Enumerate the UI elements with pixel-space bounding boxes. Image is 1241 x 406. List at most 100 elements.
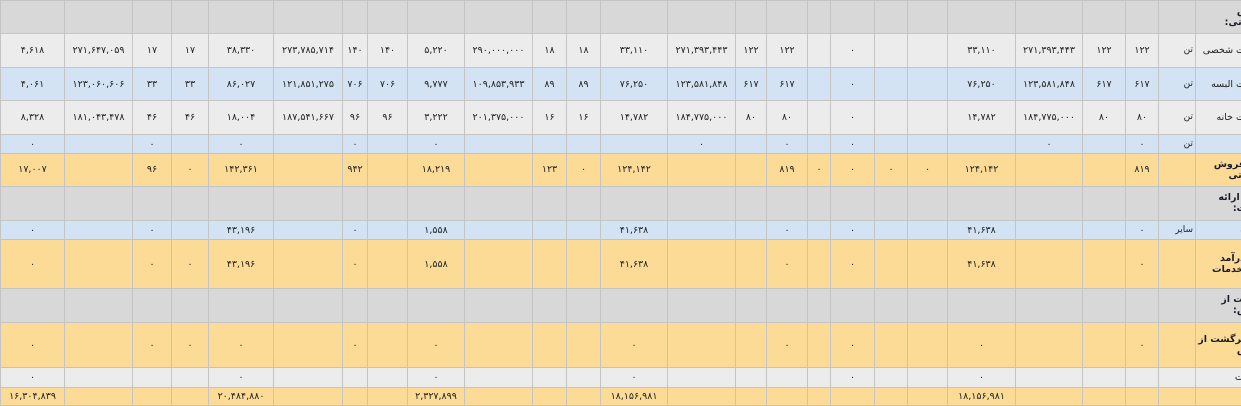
value-cell [1082,0,1126,35]
value-cell [208,185,274,222]
value-cell [171,185,209,222]
row-label: سایر [1195,133,1241,155]
value-cell [1082,239,1126,290]
value-cell: ۰ [0,133,65,155]
value-cell [1125,367,1159,388]
value-cell [907,239,948,290]
value-cell: ۱,۵۵۸ [407,220,465,241]
value-cell [907,367,948,388]
value-cell [1082,220,1126,241]
value-cell: ۸۹ [532,66,567,102]
value-cell: ۰ [0,220,65,241]
value-cell [667,185,736,222]
value-cell: ۷۶,۲۵۰ [947,66,1016,102]
value-cell [132,0,172,35]
value-cell [947,133,1016,155]
value-cell: ۹۶ [342,100,368,135]
value-cell [367,321,408,369]
value-cell [874,239,908,290]
value-cell: ۶۱۷ [1082,66,1126,102]
value-cell: ۲۷۱,۶۴۷,۰۵۹ [64,33,133,68]
value-cell: ۰ [947,321,1016,369]
value-cell: ۰ [132,321,172,369]
value-cell [566,367,601,388]
value-cell [830,288,875,323]
value-cell: ۰ [1015,133,1083,155]
value-cell [64,133,133,155]
value-cell [407,185,465,222]
value-cell: ۲,۳۲۷,۸۹۹ [407,386,465,406]
value-cell [367,220,408,241]
value-cell [807,66,831,102]
value-cell: ۸۰ [1082,100,1126,135]
value-cell: ۸۰ [766,100,808,135]
value-cell: ۱۲۱,۸۵۱,۲۷۵ [273,66,343,102]
value-cell: ۶۱۷ [766,66,808,102]
value-cell [907,0,948,35]
value-cell [132,288,172,323]
value-cell: ۴۳,۱۹۶ [208,239,274,290]
value-cell [807,100,831,135]
row-label: بهداشت البسه [1195,66,1241,102]
value-cell: ۱۸۴,۷۷۵,۰۰۰ [1015,100,1083,135]
value-cell: ۴,۶۱۸ [0,33,65,68]
value-cell: ۱۴,۷۸۲ [947,100,1016,135]
value-cell: ۰ [171,321,209,369]
value-cell [735,153,767,187]
value-cell [1125,386,1159,406]
value-cell [830,0,875,35]
value-cell [273,153,343,187]
value-cell [1015,367,1083,388]
value-cell [907,185,948,222]
value-cell [735,0,767,35]
value-cell [907,100,948,135]
value-cell: ۳۸,۳۳۰ [208,33,274,68]
unit-cell [1158,367,1196,388]
value-cell: ۱۲۳,۰۶۰,۶۰۶ [64,66,133,102]
value-cell: ۰ [947,367,1016,388]
value-cell [766,185,808,222]
value-cell [273,321,343,369]
value-cell: ۰ [830,33,875,68]
value-cell [64,185,133,222]
value-cell [566,288,601,323]
value-cell: ۰ [342,220,368,241]
value-cell [1015,220,1083,241]
value-cell: ۸۰ [1125,100,1159,135]
value-cell: ۰ [830,321,875,369]
unit-cell [1158,386,1196,406]
row-label: بهداشت شخصی [1195,33,1241,68]
value-cell [807,0,831,35]
value-cell [807,367,831,388]
value-cell [532,321,567,369]
value-cell [64,288,133,323]
value-cell: ۰ [766,321,808,369]
table-row-blue: بهداشت البسهتن۶۱۷۶۱۷۱۲۳,۵۸۱,۸۴۸۷۶,۲۵۰۰۶۱… [0,66,1241,102]
value-cell [464,185,533,222]
value-cell: ۱۴,۷۸۲ [600,100,668,135]
value-cell: ۰ [1125,133,1159,155]
value-cell [532,367,567,388]
value-cell: ۱۲۲ [1125,33,1159,68]
value-cell [532,288,567,323]
value-cell: ۱۸,۰۰۴ [208,100,274,135]
table-row-blue: سایرتن۰۰۰۰۰۰۰۰۰۰ [0,133,1241,155]
value-cell: ۱۲۳ [532,153,567,187]
value-cell [600,288,668,323]
value-cell [367,239,408,290]
value-cell [1125,185,1159,222]
value-cell [273,185,343,222]
unit-cell [1158,0,1196,35]
value-cell: ۰ [132,220,172,241]
value-cell [342,0,368,35]
value-cell [1015,185,1083,222]
unit-cell: تن [1158,100,1196,135]
value-cell [342,386,368,406]
value-cell: ۰ [830,239,875,290]
value-cell [566,220,601,241]
value-cell [874,367,908,388]
value-cell: ۱۸,۱۵۶,۹۸۱ [600,386,668,406]
value-cell: ۰ [342,321,368,369]
value-cell [0,288,65,323]
value-cell: ۰ [830,367,875,388]
